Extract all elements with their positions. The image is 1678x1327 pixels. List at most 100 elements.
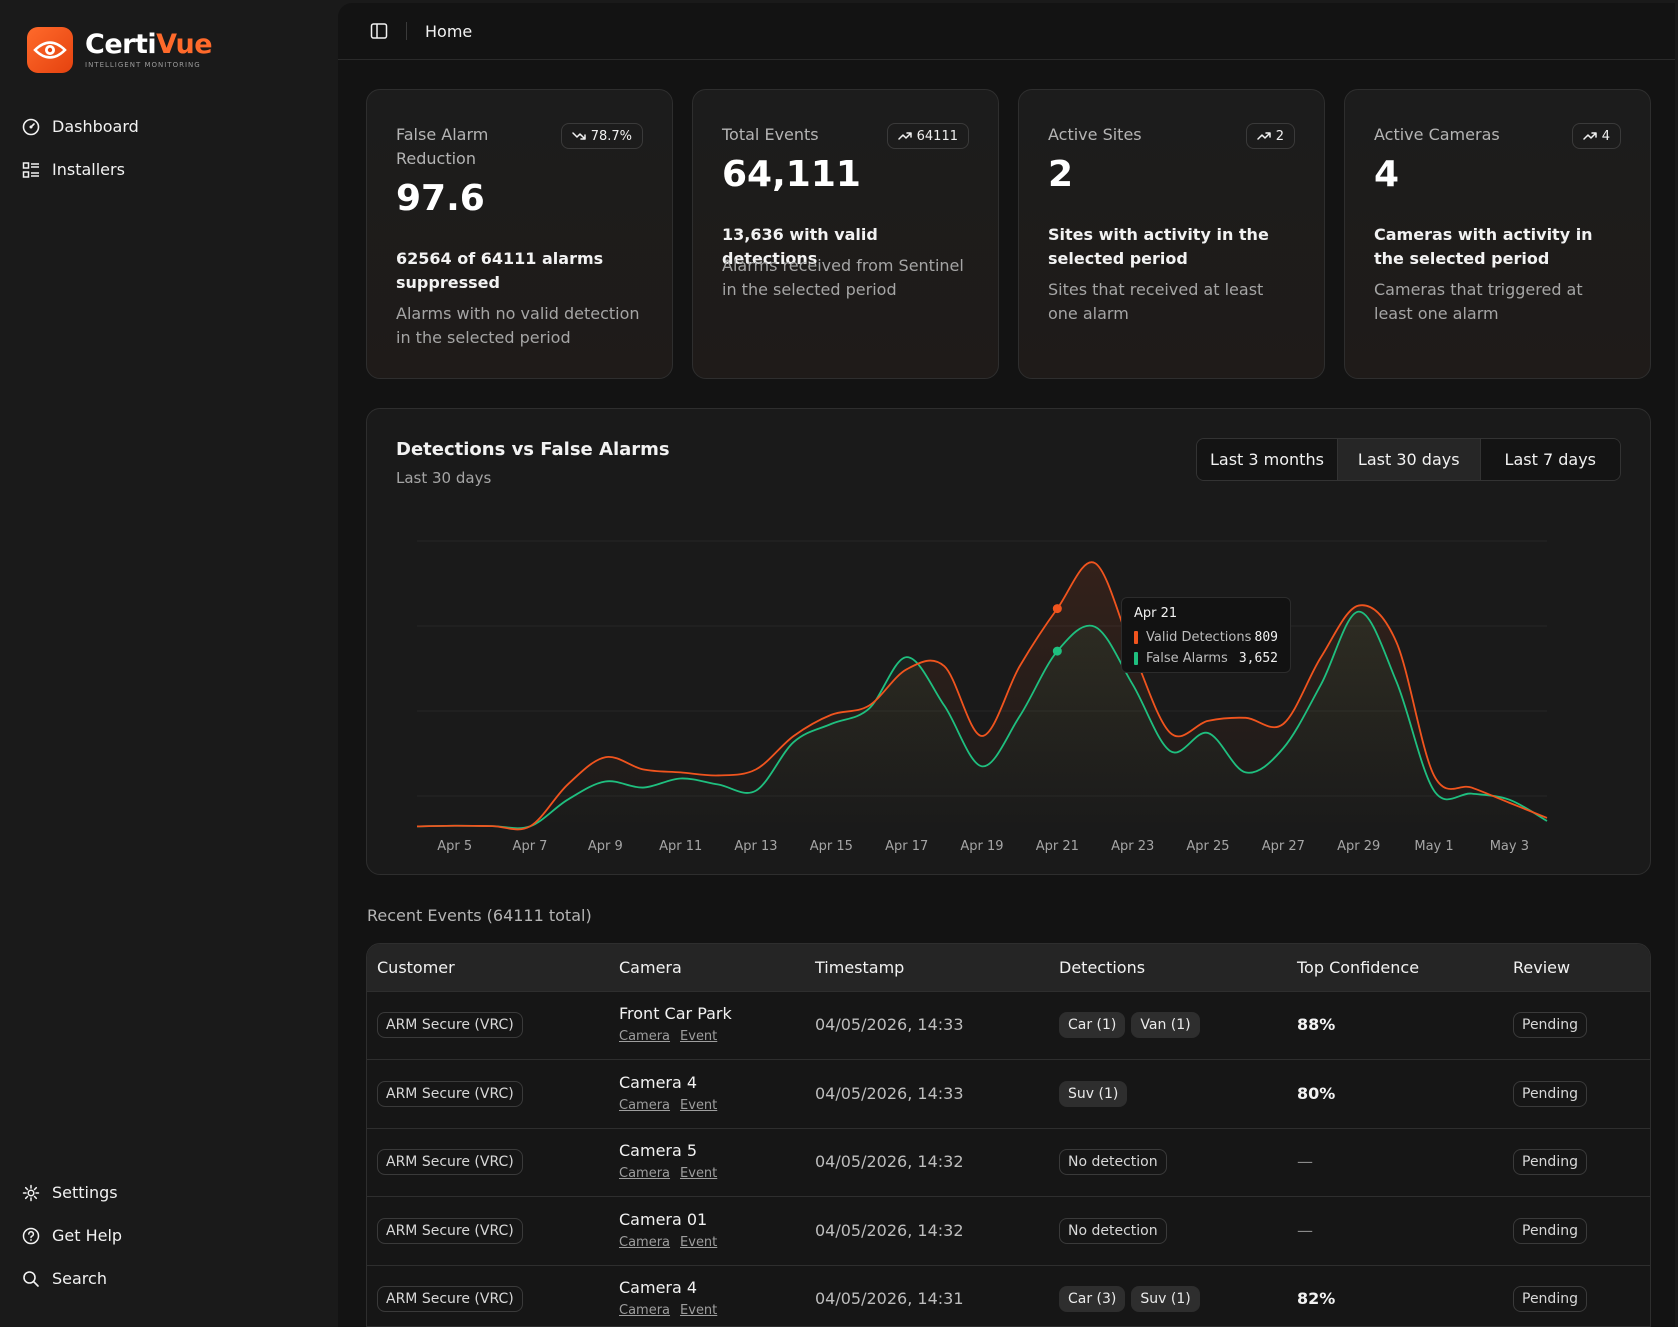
x-tick-label: Apr 13 — [734, 839, 777, 854]
sidebar-item-label: Search — [52, 1269, 107, 1288]
camera-link[interactable]: Camera — [619, 1097, 671, 1113]
eye-logo-icon — [27, 27, 73, 73]
list-icon — [22, 161, 39, 178]
recent-events-table: Customer Camera Timestamp Detections Top… — [366, 943, 1651, 1327]
sidebar-item-search[interactable]: Search — [22, 1269, 107, 1288]
gear-icon — [22, 1184, 40, 1201]
review-status-badge[interactable]: Pending — [1513, 1217, 1587, 1244]
table-row[interactable]: ARM Secure (VRC) Camera 4 Camera Event 04… — [367, 1266, 1650, 1326]
table-header: Customer Camera Timestamp Detections Top… — [367, 944, 1650, 992]
event-link[interactable]: Event — [680, 1097, 718, 1113]
camera-link[interactable]: Camera — [619, 1234, 671, 1250]
stat-detail: Cameras with activity in the selected pe… — [1374, 225, 1593, 268]
x-tick-label: May 1 — [1414, 839, 1453, 854]
series-line-valid-detections[interactable] — [416, 561, 1548, 831]
stat-title: False Alarm Reduction — [396, 125, 489, 168]
trend-badge: 2 — [1245, 123, 1295, 149]
detections-cell: No detection — [1059, 1149, 1167, 1175]
camera-link[interactable]: Camera — [619, 1029, 671, 1044]
sidebar-item-label: Installers — [52, 160, 125, 179]
customer-chip[interactable]: ARM Secure (VRC) — [377, 1286, 523, 1312]
tooltip-row-valid: Valid Detections 809 — [1134, 627, 1278, 648]
sidebar-item-get-help[interactable]: Get Help — [22, 1226, 122, 1245]
detections-cell: Car (3) Suv (1) — [1059, 1286, 1206, 1312]
camera-link[interactable]: Camera — [619, 1303, 671, 1318]
x-tick-label: Apr 9 — [588, 839, 623, 854]
sidebar-item-dashboard[interactable]: Dashboard — [22, 117, 139, 136]
brand-logo[interactable]: CertiVue INTELLIGENT MONITORING — [27, 27, 213, 73]
column-header[interactable]: Detections — [1059, 958, 1146, 977]
stat-card-total-events: Total Events 64111 64,111 13,636 with va… — [692, 89, 999, 379]
x-tick-label: Apr 25 — [1186, 839, 1229, 854]
stat-title: Total Events — [722, 125, 819, 144]
camera-link[interactable]: Camera — [619, 1166, 671, 1181]
sidebar-item-installers[interactable]: Installers — [22, 160, 125, 179]
event-link[interactable]: Event — [680, 1303, 718, 1318]
event-link[interactable]: Event — [680, 1234, 718, 1250]
column-header[interactable]: Timestamp — [815, 958, 905, 977]
table-row[interactable]: ARM Secure (VRC) Camera 4 Camera Event 04… — [367, 1061, 1650, 1129]
review-status-badge[interactable]: Pending — [1513, 1286, 1587, 1312]
table-row[interactable]: ARM Secure (VRC) Front Car Park Camera Ev… — [367, 992, 1650, 1060]
customer-chip[interactable]: ARM Secure (VRC) — [377, 1217, 523, 1244]
divider — [406, 22, 407, 40]
stat-title: Active Cameras — [1374, 125, 1500, 144]
range-last-7-days-button[interactable]: Last 7 days — [1480, 439, 1620, 480]
breadcrumb: Home — [425, 21, 473, 41]
customer-chip[interactable]: ARM Secure (VRC) — [377, 1149, 523, 1175]
x-tick-label: Apr 17 — [885, 839, 928, 854]
event-link[interactable]: Event — [680, 1166, 718, 1181]
top-confidence: — — [1297, 1152, 1313, 1171]
table-row[interactable]: ARM Secure (VRC) Camera 5 Camera Event 04… — [367, 1129, 1650, 1197]
customer-chip[interactable]: ARM Secure (VRC) — [377, 1080, 523, 1107]
range-last-3-months-button[interactable]: Last 3 months — [1196, 439, 1338, 480]
timestamp: 04/05/2026, 14:33 — [815, 1015, 964, 1034]
column-header[interactable]: Customer — [377, 958, 455, 977]
timestamp: 04/05/2026, 14:32 — [815, 1152, 964, 1171]
trending-up-icon — [1256, 132, 1271, 140]
range-last-30-days-button[interactable]: Last 30 days — [1337, 439, 1481, 480]
recent-events-title: Recent Events (64111 total) — [367, 906, 592, 925]
detection-chip: Suv (1) — [1131, 1286, 1200, 1312]
series-area-valid-detections — [417, 562, 1547, 830]
stat-description: Alarms with no valid detection in the se… — [396, 304, 640, 347]
review-status-badge[interactable]: Pending — [1513, 1080, 1587, 1107]
gauge-icon — [22, 118, 40, 135]
detection-chip: Car (1) — [1059, 1012, 1126, 1038]
main-panel: Home False Alarm Reduction 78.7% 97.6 62… — [338, 3, 1675, 1327]
sidebar-toggle-button[interactable] — [370, 22, 388, 40]
x-tick-label: Apr 19 — [960, 839, 1003, 854]
stat-value: 4 — [1374, 154, 1400, 195]
stat-detail: Sites with activity in the selected peri… — [1048, 225, 1269, 268]
column-header[interactable]: Review — [1513, 958, 1571, 977]
panel-left-icon — [370, 23, 388, 39]
review-status-badge[interactable]: Pending — [1513, 1012, 1587, 1038]
sidebar-item-settings[interactable]: Settings — [22, 1183, 118, 1202]
x-tick-label: Apr 27 — [1262, 839, 1305, 854]
chart-tooltip: Apr 21 Valid Detections 809 False Alarms… — [1121, 597, 1291, 673]
series-line-false-alarms[interactable] — [416, 610, 1548, 830]
table-row[interactable]: ARM Secure (VRC) Camera 01 Camera Event 0… — [367, 1198, 1650, 1266]
column-header[interactable]: Top Confidence — [1297, 958, 1420, 977]
stat-description: Cameras that triggered at least one alar… — [1374, 280, 1583, 323]
trending-down-icon — [571, 132, 586, 140]
detection-chip: Van (1) — [1131, 1012, 1200, 1038]
detections-cell: Suv (1) — [1059, 1080, 1133, 1107]
top-confidence: 80% — [1297, 1083, 1336, 1103]
detections-cell: Car (1) Van (1) — [1059, 1012, 1206, 1038]
camera-name: Camera 4 — [619, 1278, 698, 1297]
brand-name: CertiVue — [85, 29, 213, 60]
area-chart[interactable]: Apr 5 Apr 7 Apr 9 Apr 11 Apr 13 Apr 15 Apr 17 A… — [367, 409, 1652, 876]
camera-name: Camera 5 — [619, 1141, 698, 1160]
customer-chip[interactable]: ARM Secure (VRC) — [377, 1012, 523, 1038]
trend-badge: 4 — [1571, 123, 1621, 149]
review-status-badge[interactable]: Pending — [1513, 1149, 1587, 1175]
event-link[interactable]: Event — [680, 1029, 718, 1044]
hover-point — [1052, 604, 1062, 614]
top-bar: Home — [338, 3, 1675, 60]
chart-title: Detections vs False Alarms — [396, 439, 670, 460]
column-header[interactable]: Camera — [619, 958, 682, 977]
stat-detail: 13,636 with valid detections — [722, 225, 878, 268]
top-confidence: 82% — [1297, 1289, 1336, 1308]
legend-swatch — [1134, 631, 1138, 644]
